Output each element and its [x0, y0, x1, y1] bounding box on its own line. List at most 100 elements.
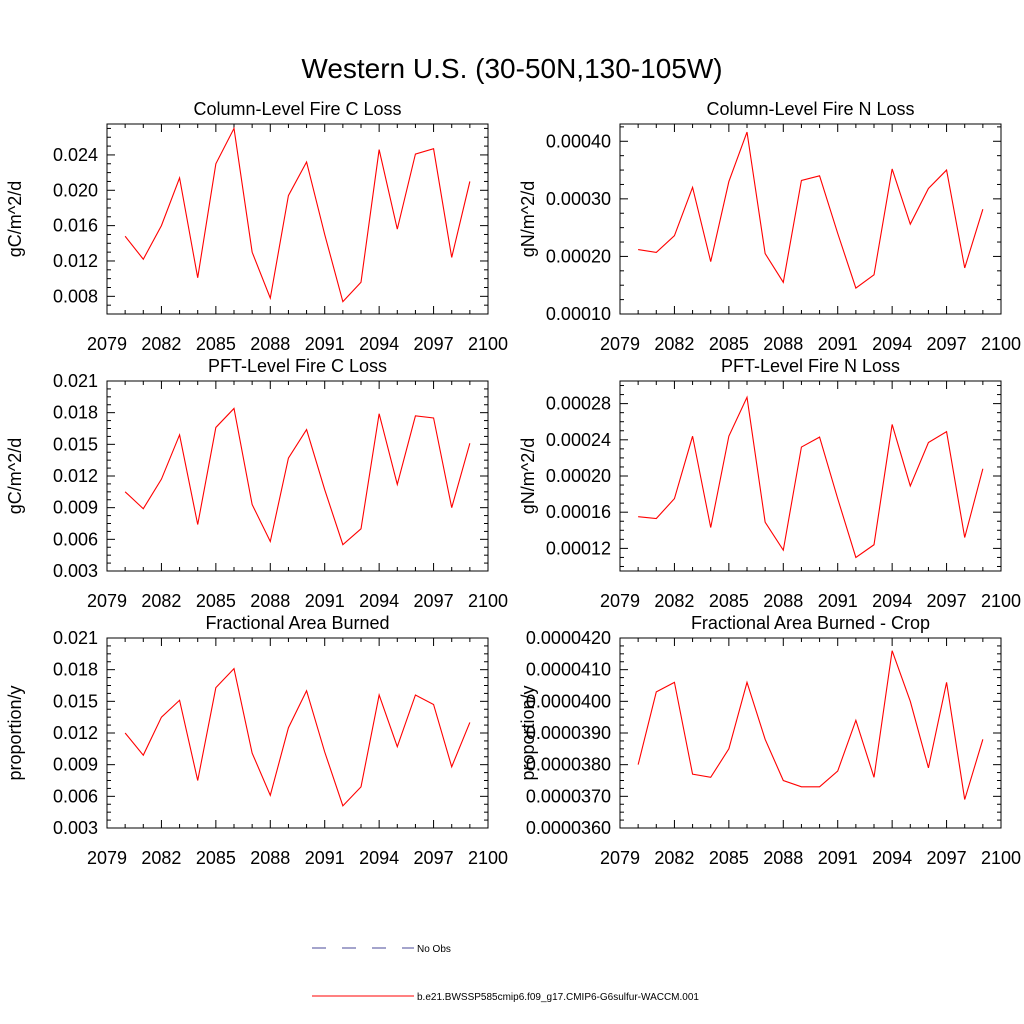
- x-tick-label: 2085: [196, 591, 236, 611]
- x-tick-label: 2097: [414, 334, 454, 354]
- x-tick-label: 2100: [468, 334, 508, 354]
- x-tick-label: 2094: [359, 334, 399, 354]
- panels: Column-Level Fire C Loss gC/m^2/d 2079 2082…: [5, 99, 1021, 868]
- y-tick-label: 0.00020: [546, 466, 611, 486]
- y-tick-label: 0.00010: [546, 304, 611, 324]
- plot-frame: [619, 123, 1002, 315]
- y-tick-label: 0.018: [53, 660, 98, 680]
- x-tick-label: 2094: [359, 848, 399, 868]
- y-tick-label: 0.012: [53, 251, 98, 271]
- y-tick-label: 0.018: [53, 403, 98, 423]
- plot-frame: [106, 637, 489, 829]
- y-tick-label: 0.003: [53, 561, 98, 581]
- x-tick-label: 2097: [414, 591, 454, 611]
- panel-title: PFT-Level Fire C Loss: [208, 356, 387, 376]
- panel-title: PFT-Level Fire N Loss: [721, 356, 900, 376]
- series-line: [638, 395, 984, 559]
- x-tick-label: 2079: [600, 848, 640, 868]
- x-tick-label: 2091: [818, 848, 858, 868]
- x-tick-label: 2094: [359, 591, 399, 611]
- y-tick-label: 0.0000410: [526, 660, 611, 680]
- legend-label-no-obs: No Obs: [417, 944, 451, 955]
- x-tick-label: 2079: [87, 334, 127, 354]
- x-tick-label: 2100: [981, 848, 1021, 868]
- x-tick-label: 2094: [872, 591, 912, 611]
- x-tick-label: 2082: [141, 848, 181, 868]
- x-tick-label: 2079: [87, 848, 127, 868]
- chart-panel-2: Column-Level Fire N Loss gN/m^2/d 2079 2082…: [518, 99, 1021, 354]
- x-tick-label: 2085: [709, 334, 749, 354]
- series-line: [124, 667, 471, 807]
- x-tick-label: 2091: [305, 848, 345, 868]
- y-axis-label: gN/m^2/d: [518, 438, 538, 514]
- y-tick-label: 0.0000380: [526, 755, 611, 775]
- chart-panel-3: PFT-Level Fire C Loss gC/m^2/d 2079 2082 208…: [5, 356, 508, 611]
- y-axis-label: proportion/y: [5, 685, 25, 780]
- panel-title: Column-Level Fire N Loss: [706, 99, 914, 119]
- x-tick-label: 2082: [654, 591, 694, 611]
- x-tick-label: 2091: [305, 334, 345, 354]
- y-tick-label: 0.00020: [546, 246, 611, 266]
- y-tick-label: 0.0000370: [526, 786, 611, 806]
- y-tick-label: 0.006: [53, 529, 98, 549]
- x-tick-label: 2088: [763, 334, 803, 354]
- panel-title: Fractional Area Burned: [205, 613, 389, 633]
- x-tick-label: 2088: [250, 591, 290, 611]
- x-tick-label: 2100: [468, 591, 508, 611]
- y-tick-label: 0.021: [53, 628, 98, 648]
- legend: No Obs b.e21.BWSSP585cmip6.f09_g17.CMIP6…: [312, 944, 699, 1003]
- chart-panel-1: Column-Level Fire C Loss gC/m^2/d 2079 2082…: [5, 99, 508, 354]
- x-tick-label: 2091: [818, 334, 858, 354]
- legend-label-model: b.e21.BWSSP585cmip6.f09_g17.CMIP6-G6sulf…: [417, 992, 699, 1003]
- series-line: [638, 131, 984, 289]
- y-tick-label: 0.00040: [546, 131, 611, 151]
- y-axis-label: proportion/y: [518, 685, 538, 780]
- y-tick-label: 0.00030: [546, 189, 611, 209]
- x-tick-label: 2097: [927, 591, 967, 611]
- x-tick-label: 2079: [87, 591, 127, 611]
- x-tick-label: 2082: [654, 848, 694, 868]
- y-tick-label: 0.00024: [546, 430, 611, 450]
- series-line: [637, 650, 984, 800]
- y-axis-label: gC/m^2/d: [5, 438, 25, 514]
- chart-panel-6: Fractional Area Burned - Crop proportion/…: [518, 613, 1021, 868]
- plot-frame: [106, 380, 489, 572]
- x-tick-label: 2091: [305, 591, 345, 611]
- x-tick-label: 2088: [250, 848, 290, 868]
- y-tick-label: 0.020: [53, 180, 98, 200]
- plot-frame: [619, 637, 1002, 829]
- x-tick-label: 2091: [818, 591, 858, 611]
- y-tick-label: 0.021: [53, 371, 98, 391]
- x-tick-label: 2097: [927, 334, 967, 354]
- y-tick-label: 0.009: [53, 755, 98, 775]
- x-tick-label: 2094: [872, 848, 912, 868]
- series-line: [124, 126, 471, 303]
- panel-title: Column-Level Fire C Loss: [193, 99, 401, 119]
- series-line: [124, 407, 471, 546]
- x-tick-label: 2088: [763, 591, 803, 611]
- y-tick-label: 0.009: [53, 498, 98, 518]
- chart-panel-5: Fractional Area Burned proportion/y 2079 20…: [5, 613, 508, 868]
- y-tick-label: 0.0000390: [526, 723, 611, 743]
- y-tick-label: 0.012: [53, 466, 98, 486]
- y-tick-label: 0.015: [53, 434, 98, 454]
- plot-frame: [106, 123, 489, 315]
- x-tick-label: 2085: [709, 591, 749, 611]
- x-tick-label: 2094: [872, 334, 912, 354]
- y-tick-label: 0.00012: [546, 538, 611, 558]
- y-tick-label: 0.012: [53, 723, 98, 743]
- panel-title: Fractional Area Burned - Crop: [691, 613, 930, 633]
- y-axis-label: gN/m^2/d: [518, 181, 538, 257]
- y-tick-label: 0.016: [53, 216, 98, 236]
- chart-panel-4: PFT-Level Fire N Loss gN/m^2/d 2079 2082 208…: [518, 356, 1021, 611]
- plot-frame: [619, 380, 1002, 572]
- y-tick-label: 0.024: [53, 145, 98, 165]
- x-tick-label: 2085: [709, 848, 749, 868]
- x-tick-label: 2088: [763, 848, 803, 868]
- x-tick-label: 2082: [141, 591, 181, 611]
- x-tick-label: 2082: [654, 334, 694, 354]
- figure-title: Western U.S. (30-50N,130-105W): [301, 53, 722, 84]
- x-tick-label: 2100: [981, 334, 1021, 354]
- x-tick-label: 2079: [600, 591, 640, 611]
